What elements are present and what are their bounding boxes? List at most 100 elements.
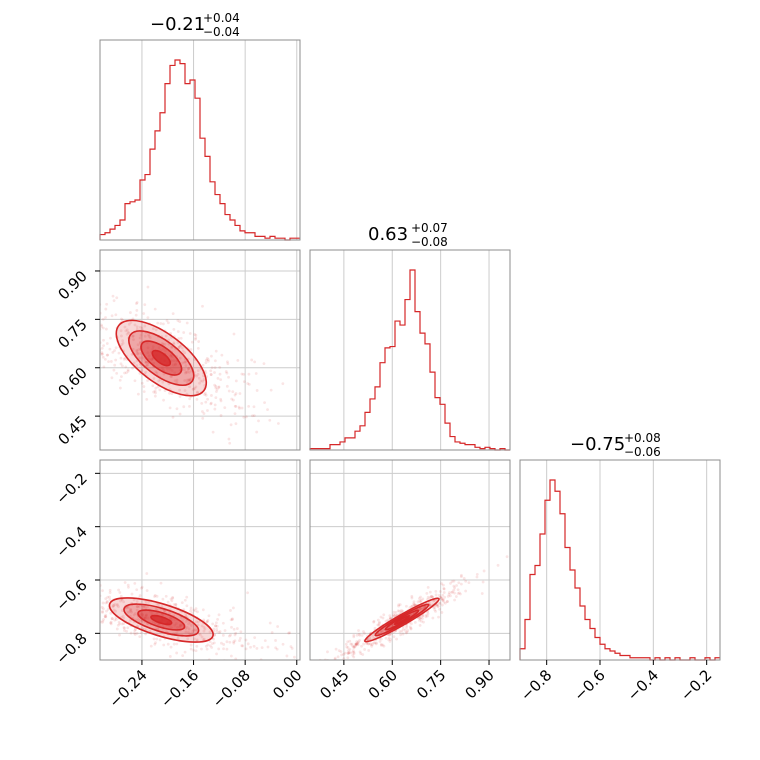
- scatter-point: [227, 437, 231, 441]
- scatter-point: [388, 614, 392, 618]
- scatter-point: [91, 338, 94, 341]
- scatter-point: [185, 625, 189, 629]
- scatter-point: [118, 622, 122, 626]
- scatter-point: [133, 629, 137, 633]
- scatter-point: [174, 362, 178, 366]
- scatter-point: [426, 598, 429, 601]
- scatter-point: [404, 626, 408, 630]
- scatter-point: [112, 608, 116, 612]
- scatter-point: [254, 372, 258, 375]
- scatter-point: [175, 407, 179, 411]
- scatter-point: [372, 619, 376, 623]
- scatter-point: [185, 595, 189, 599]
- scatter-point: [421, 617, 424, 620]
- scatter-point: [27, 626, 30, 629]
- scatter-point: [350, 642, 354, 646]
- scatter-point: [285, 654, 289, 658]
- scatter-point: [464, 589, 468, 593]
- scatter-point: [197, 632, 201, 636]
- scatter-point: [173, 623, 177, 627]
- scatter-point: [419, 598, 423, 602]
- scatter-point: [183, 598, 187, 602]
- scatter-point: [379, 615, 383, 619]
- scatter-point: [89, 607, 92, 610]
- scatter-point: [217, 385, 221, 389]
- scatter-point: [439, 595, 442, 599]
- scatter-point: [293, 655, 296, 659]
- scatter-point: [142, 385, 146, 388]
- scatter-point: [183, 360, 187, 364]
- scatter-point: [138, 594, 142, 597]
- scatter-point: [373, 641, 377, 645]
- scatter-point: [145, 397, 149, 401]
- scatter-point: [170, 599, 174, 603]
- scatter-point: [398, 603, 402, 606]
- scatter-point: [205, 620, 209, 623]
- scatter-point: [155, 637, 159, 641]
- scatter-point: [139, 631, 143, 635]
- scatter-point: [189, 609, 192, 613]
- scatter-point: [326, 650, 329, 654]
- scatter-point: [358, 650, 362, 654]
- scatter-point: [148, 336, 152, 340]
- scatter-point: [176, 319, 180, 322]
- scatter-point: [111, 350, 115, 354]
- scatter-point: [102, 365, 106, 369]
- scatter-point: [420, 619, 423, 623]
- scatter-point: [91, 601, 94, 604]
- scatter-point: [135, 325, 139, 329]
- x-tick-label-2-0: −0.8: [517, 666, 555, 704]
- scatter-point: [208, 630, 212, 634]
- scatter-point: [302, 690, 305, 693]
- scatter-point: [347, 651, 351, 654]
- scatter-point: [138, 340, 142, 344]
- scatter-point: [424, 613, 428, 617]
- scatter-point: [135, 608, 139, 612]
- scatter-point: [164, 349, 167, 353]
- scatter-point: [274, 639, 277, 642]
- scatter-point: [244, 638, 248, 642]
- scatter-point: [85, 306, 88, 309]
- scatter-point: [201, 416, 205, 420]
- scatter-point: [183, 650, 187, 654]
- scatter-point: [240, 406, 244, 410]
- x-tick-label-1-2: 0.75: [413, 666, 449, 702]
- x-tick-label-1-0: 0.45: [316, 666, 352, 702]
- scatter-point: [189, 606, 193, 610]
- scatter-point: [91, 600, 94, 603]
- scatter-point: [418, 597, 421, 600]
- scatter-point: [189, 647, 193, 651]
- scatter-point: [481, 580, 485, 584]
- scatter-point: [143, 324, 147, 328]
- scatter-point: [176, 330, 180, 333]
- scatter-point: [204, 361, 208, 365]
- scatter-point: [405, 630, 409, 634]
- scatter-point: [467, 581, 471, 585]
- contour-level-3: [393, 614, 411, 626]
- scatter-point: [111, 604, 115, 608]
- scatter-point: [214, 384, 218, 388]
- scatter-point: [459, 592, 462, 596]
- scatter-point: [131, 366, 134, 370]
- scatter-point: [352, 645, 356, 649]
- scatter-point: [100, 346, 104, 350]
- scatter-point: [233, 412, 237, 416]
- scatter-point: [125, 328, 129, 332]
- scatter-point: [140, 585, 144, 589]
- scatter-point: [437, 593, 441, 597]
- scatter-point: [121, 364, 124, 368]
- scatter-point: [104, 307, 108, 311]
- scatter-point: [96, 360, 99, 363]
- scatter-point: [159, 322, 163, 325]
- scatter-point: [213, 359, 217, 363]
- scatter-point: [416, 600, 420, 604]
- scatter-point: [224, 370, 228, 373]
- scatter-point: [134, 628, 137, 632]
- scatter-point: [152, 637, 156, 641]
- scatter-point: [115, 296, 119, 300]
- scatter-point: [450, 590, 454, 594]
- scatter-point: [206, 409, 209, 412]
- scatter-point: [214, 349, 218, 353]
- scatter-point: [440, 597, 443, 600]
- scatter-point: [130, 610, 134, 614]
